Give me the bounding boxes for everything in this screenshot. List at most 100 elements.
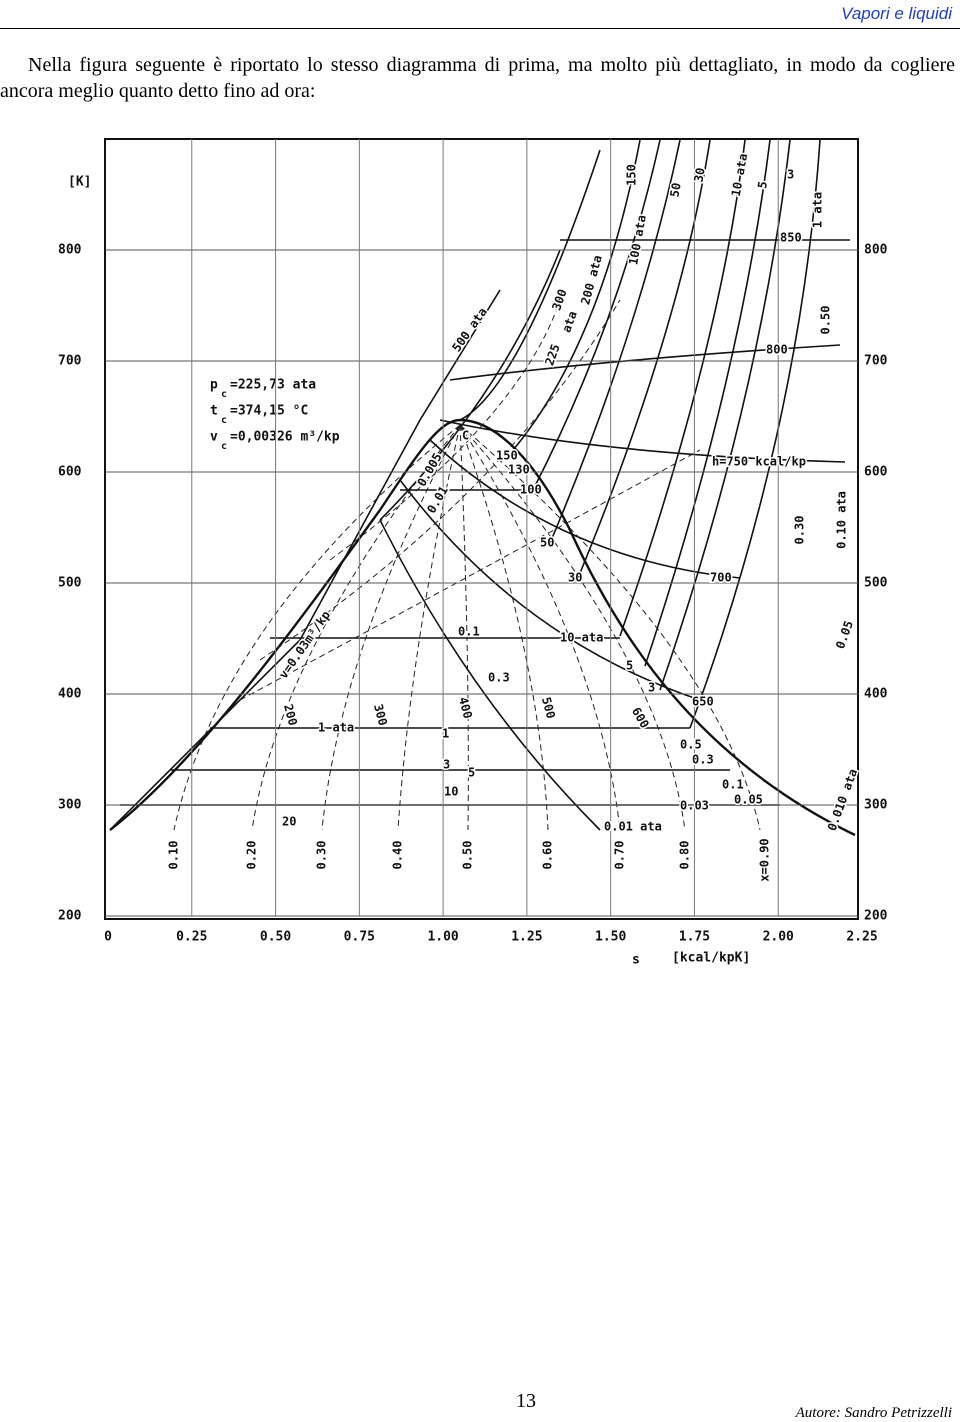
curve-label: 225 — [542, 342, 563, 367]
y-axis-label: [K] — [68, 175, 91, 190]
curve-label: 100 — [520, 483, 542, 497]
curve-label: C — [462, 429, 469, 443]
author: Autore: Sandro Petrizzelli — [795, 1405, 952, 1421]
curve-label: 0.010 ata — [825, 767, 860, 833]
curve-label: 0.1 — [722, 778, 744, 792]
curve-label: 30 — [568, 571, 582, 585]
curve-label: 0.50 — [461, 841, 475, 870]
curve-label: 300 — [549, 287, 570, 312]
curve-label: 0.3 — [692, 753, 714, 767]
isobar — [459, 149, 601, 421]
y-tick-label: 800 — [58, 243, 82, 258]
plot-frame — [104, 138, 859, 920]
y-tick-label: 700 — [58, 354, 82, 369]
curve-label: 3 — [443, 758, 450, 772]
curve-label: 0.03 — [680, 799, 709, 813]
header-title: Vapori e liquidi — [841, 4, 952, 23]
curve-label: 0.30 — [793, 516, 807, 545]
curve-label: 1 ata — [318, 721, 354, 735]
y-tick-label: 200 — [58, 909, 82, 924]
curve-label: 0.30 — [315, 841, 329, 870]
curve-label: 5 — [755, 180, 770, 190]
y-tick-label-right: 600 — [864, 465, 888, 480]
curve-label: 0.05 — [833, 619, 856, 651]
curve-label: 130 — [508, 463, 530, 477]
isobar — [109, 289, 501, 831]
curve-label: 0.80 — [678, 841, 692, 870]
page-number: 13 — [516, 1390, 536, 1412]
value: =374,15 °C — [230, 404, 308, 419]
isobar — [532, 139, 661, 491]
curve-label: 0.40 — [391, 841, 405, 870]
y-tick-label: 500 — [58, 576, 82, 591]
curve-label: 0.10 — [167, 841, 181, 870]
curve-label: 800 — [766, 343, 788, 357]
curve-label: 5 — [626, 659, 633, 673]
x-tick-label: 0.25 — [176, 930, 207, 945]
isobar — [619, 139, 746, 637]
subscript: c — [221, 441, 227, 452]
curve-label: 0.20 — [245, 841, 259, 870]
isobar — [379, 249, 561, 521]
x-tick-label: 0.75 — [344, 930, 375, 945]
paragraph: Nella figura seguente è riportato lo ste… — [0, 54, 955, 102]
curve-label: 1 — [442, 727, 449, 741]
curve-label: h=750 kcal/kp — [712, 455, 806, 469]
x-tick-label: 0 — [104, 930, 112, 945]
curve-label: 20 — [282, 815, 296, 829]
curve-label: 150 — [625, 164, 639, 186]
y-tick-label-right: 400 — [864, 687, 888, 702]
isobar — [549, 139, 681, 544]
curve-label: 3 — [648, 681, 655, 695]
value: =0,00326 m³/kp — [230, 430, 340, 445]
volume-line — [239, 299, 701, 701]
curve-label: 600 — [629, 705, 652, 731]
y-tick-label-right: 500 — [864, 576, 888, 591]
isobar — [659, 139, 791, 691]
curve-label: 0.005 — [414, 451, 444, 489]
symbol: t — [210, 404, 218, 419]
curve-label: 0.05 — [734, 793, 763, 807]
enthalpy-line — [379, 239, 850, 831]
curve-label: v=0.03m³/kp — [276, 608, 333, 681]
curve-label: 1 ata — [811, 192, 825, 228]
curve-label: 0.70 — [613, 841, 627, 870]
curve-label: x=0.90 — [758, 838, 772, 881]
curve-label: 700 — [710, 571, 732, 585]
curve-label: 150 — [496, 449, 518, 463]
symbol: v — [210, 430, 218, 445]
x-tick-label: 1.75 — [679, 930, 710, 945]
curve-label: 30 — [691, 167, 707, 184]
x-tick-label: 1.25 — [511, 930, 542, 945]
curve-label: 10 — [444, 785, 458, 799]
curve-label: 0.50 — [819, 306, 833, 335]
subscript: c — [221, 389, 227, 400]
x-axis-unit: [kcal/kpK] — [672, 951, 750, 966]
y-tick-label: 600 — [58, 465, 82, 480]
isobar — [644, 139, 771, 667]
curve-label: 50 — [667, 182, 683, 199]
x-tick-label: 1.00 — [427, 930, 458, 945]
curve-label: 10 ata — [560, 631, 603, 645]
curve-label: 0.60 — [541, 841, 555, 870]
curve-label: 200 — [281, 703, 300, 728]
curve-label: 400 — [456, 696, 475, 721]
symbol: p — [210, 378, 218, 393]
x-tick-label: 2.25 — [846, 930, 877, 945]
y-tick-label-right: 300 — [864, 798, 888, 813]
y-tick-label-right: 700 — [864, 354, 888, 369]
x-tick-label: 0.50 — [260, 930, 291, 945]
y-tick-label-right: 800 — [864, 243, 888, 258]
curve-label: 0.1 — [458, 625, 480, 639]
isobar-wet — [120, 489, 780, 806]
curve-label: 500 — [539, 696, 558, 721]
y-tick-label-right: 200 — [864, 909, 888, 924]
value: =225,73 ata — [230, 378, 316, 393]
curve-label: 650 — [692, 695, 714, 709]
curve-label: 5 — [468, 766, 475, 780]
isobar — [689, 139, 821, 729]
curve-label: 300 — [371, 703, 390, 728]
